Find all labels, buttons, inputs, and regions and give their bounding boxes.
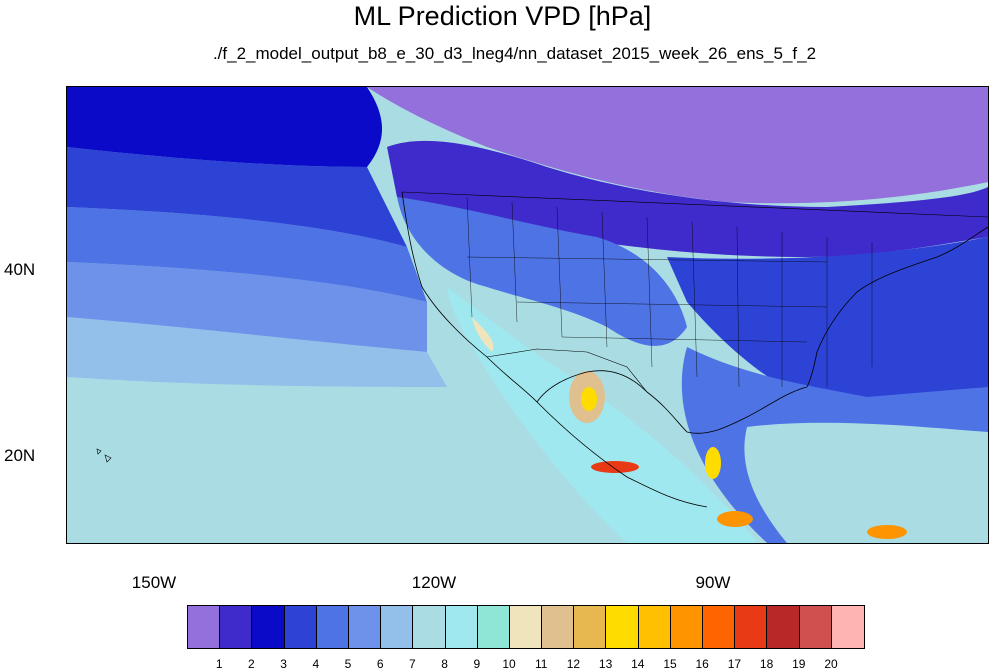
colorbar-label: 18: [759, 657, 774, 671]
lat-label-40n: 40N: [4, 260, 36, 279]
colorbar-box-1: [220, 606, 253, 648]
chart-subtitle: ./f_2_model_output_b8_e_30_d3_lneg4/nn_d…: [212, 44, 817, 63]
lon-label-90w: 90W: [695, 573, 731, 592]
colorbar-box-17: [735, 606, 768, 648]
colorbar-box-15: [670, 606, 703, 648]
colorbar-box-9: [477, 606, 510, 648]
colorbar-box-7: [413, 606, 446, 648]
colorbar: [187, 605, 865, 649]
vpd-band-5-east: [667, 237, 988, 407]
colorbar-label: 2: [248, 657, 255, 671]
colorbar-label: 17: [727, 657, 742, 671]
vpd-band-1-north: [367, 87, 988, 204]
colorbar-label: 13: [598, 657, 613, 671]
colorbar-box-6: [381, 606, 414, 648]
colorbar-label: 12: [566, 657, 581, 671]
colorbar-box-5: [348, 606, 382, 648]
vpd-contour-map: [67, 87, 988, 543]
colorbar-box-4: [316, 606, 349, 648]
colorbar-label: 4: [312, 657, 320, 671]
vpd-band-4: [67, 87, 382, 167]
vpd-band-11-southwest: [472, 317, 494, 352]
vpd-band-7: [67, 262, 427, 352]
colorbar-box-18: [767, 606, 800, 648]
colorbar-box-13: [606, 606, 639, 648]
vpd-band-6-western-us: [397, 197, 687, 346]
hawaii-islands: [96, 448, 112, 463]
colorbar-box-19: [799, 606, 832, 648]
colorbar-label: 16: [695, 657, 709, 671]
chart-title: ML Prediction VPD [hPa]: [353, 1, 652, 31]
lon-label-150w: 150W: [131, 573, 177, 592]
vpd-band-8: [67, 317, 447, 387]
colorbar-box-0: [188, 606, 221, 648]
lat-label-20n: 20N: [4, 446, 36, 465]
vpd-band-5: [67, 147, 407, 247]
colorbar-labels: 1 2 3 4 5 6 7 8 9 10 11 12 13 14 15 16 17 18 19 20: [187, 657, 867, 672]
colorbar-label: 19: [792, 657, 806, 671]
vpd-band-9-caribbean: [744, 422, 988, 543]
colorbar-label: 1: [215, 657, 223, 671]
colorbar-label: 14: [631, 657, 645, 671]
vpd-hotspot-caribbean-coast: [867, 525, 907, 539]
colorbar-label: 8: [441, 657, 448, 671]
colorbar-label: 10: [502, 657, 516, 671]
colorbar-label: 6: [376, 657, 384, 671]
colorbar-box-20: [831, 606, 864, 648]
colorbar-label: 9: [473, 657, 481, 671]
colorbar-box-2: [252, 606, 285, 648]
vpd-hotspot-balsas: [591, 461, 639, 473]
colorbar-label: 7: [409, 657, 416, 671]
vpd-band-9: [67, 377, 437, 543]
vpd-hotspot-yucatan: [705, 447, 721, 479]
vpd-hotspot-sierra-madre-core: [581, 387, 597, 411]
colorbar-box-8: [445, 606, 478, 648]
map-panel[interactable]: [66, 86, 989, 544]
colorbar-box-10: [509, 606, 543, 648]
state-lines: [466, 196, 873, 388]
colorbar-label: 11: [534, 657, 548, 671]
lon-label-120w: 120W: [411, 573, 457, 592]
colorbar-label: 3: [280, 657, 287, 671]
colorbar-box-14: [638, 606, 671, 648]
colorbar-label: 20: [824, 657, 838, 671]
colorbar-box-12: [574, 606, 607, 648]
colorbar-box-16: [703, 606, 736, 648]
us-border-outline: [401, 191, 988, 393]
coastline-outline: [401, 191, 988, 508]
colorbar-box-11: [542, 606, 575, 648]
vpd-band-6: [67, 207, 427, 302]
colorbar-label: 15: [663, 657, 677, 671]
vpd-hotspot-central-america: [717, 511, 753, 527]
colorbar-box-3: [284, 606, 317, 648]
colorbar-label: 5: [344, 657, 352, 671]
